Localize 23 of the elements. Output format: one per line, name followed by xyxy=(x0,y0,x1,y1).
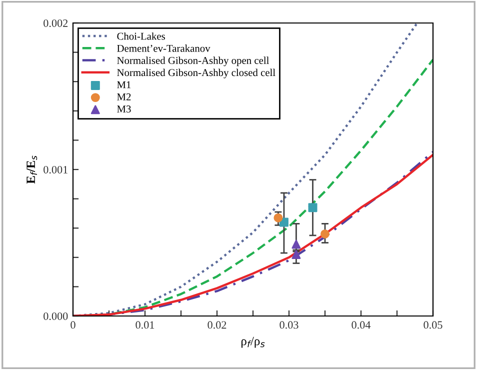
point xyxy=(292,240,301,249)
legend-label: Choi-Lakes xyxy=(117,32,165,40)
y-tick-label: 0.002 xyxy=(44,19,68,28)
x-tick-label: 0 xyxy=(70,321,76,329)
legend-label: M1 xyxy=(117,81,131,88)
point xyxy=(292,250,301,259)
y-tick-label: 0.001 xyxy=(44,166,68,174)
y-axis-title: E$_{f}$/E$_{s}$ xyxy=(26,156,38,184)
x-tick-label: 0.01 xyxy=(136,321,154,329)
x-tick-label: 0.05 xyxy=(424,321,442,329)
point xyxy=(308,203,318,212)
legend-label: Normalised Gibson-Ashby open cell xyxy=(117,56,269,66)
point xyxy=(320,229,330,238)
x-tick-label: 0.04 xyxy=(352,321,371,329)
legend-label: Normalised Gibson-Ashby closed cell xyxy=(117,68,276,78)
y-tick-label: 0.000 xyxy=(44,312,68,320)
x-tick-label: 0.03 xyxy=(280,321,298,329)
x-tick-label: 0.02 xyxy=(208,321,226,329)
point xyxy=(274,213,283,222)
x-axis-title: ρ$_{f}$/ρ$_{s}$ xyxy=(241,336,265,348)
legend-label: Dement’ev-Tarakanov xyxy=(117,44,210,52)
legend-label: M2 xyxy=(117,93,131,100)
legend-label: M3 xyxy=(117,106,131,113)
